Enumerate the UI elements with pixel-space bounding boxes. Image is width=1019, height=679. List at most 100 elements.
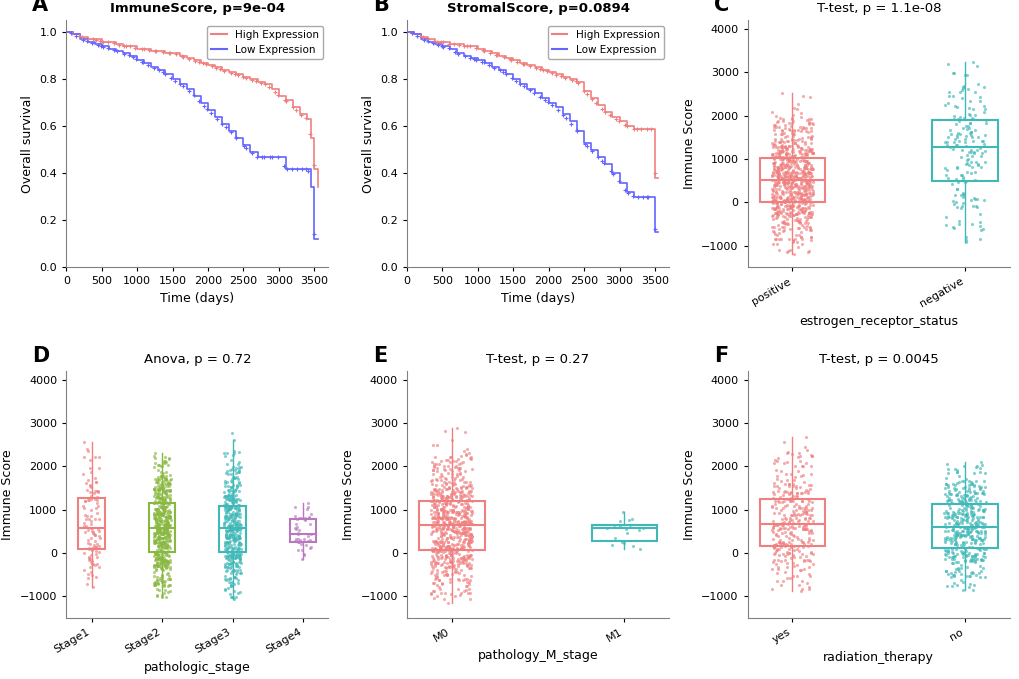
Point (763, 175, 780, 186)
Point (445, 504, 462, 515)
Point (451, 589, 468, 600)
Point (957, 502, 973, 513)
Point (798, 149, 814, 160)
Point (156, 498, 172, 509)
Point (150, 518, 166, 529)
Point (786, 126, 802, 136)
Point (154, 589, 170, 600)
Point (765, 549, 782, 559)
Point (437, 550, 453, 561)
Point (220, 503, 236, 514)
Point (423, 488, 439, 499)
Point (940, 463, 956, 474)
Point (461, 487, 477, 498)
Point (784, 193, 800, 204)
Point (785, 129, 801, 140)
Point (155, 547, 171, 558)
Point (802, 170, 818, 181)
Point (783, 155, 799, 166)
Point (786, 471, 802, 482)
Point (162, 474, 178, 485)
Point (976, 572, 993, 583)
Point (446, 519, 463, 530)
Point (802, 234, 818, 245)
Point (158, 530, 174, 541)
Point (459, 561, 475, 572)
Point (300, 502, 316, 513)
Point (792, 194, 808, 205)
Point (461, 583, 477, 594)
Point (454, 557, 471, 568)
Point (790, 503, 806, 514)
Point (792, 471, 808, 481)
Point (452, 587, 469, 598)
Point (293, 545, 310, 555)
Point (795, 162, 811, 172)
Point (779, 177, 795, 188)
Point (156, 559, 172, 570)
Point (161, 529, 177, 540)
Point (936, 479, 953, 490)
Point (791, 509, 807, 520)
Point (149, 509, 165, 519)
Point (769, 210, 786, 221)
Point (289, 533, 306, 544)
Point (158, 521, 174, 532)
Point (425, 546, 441, 557)
Point (231, 528, 248, 538)
Point (772, 555, 789, 566)
Point (789, 172, 805, 183)
Point (427, 538, 443, 549)
Point (799, 505, 815, 516)
Point (948, 131, 964, 142)
X-axis label: pathology_M_stage: pathology_M_stage (477, 649, 598, 663)
Point (938, 545, 955, 556)
Point (218, 493, 234, 504)
Point (444, 534, 461, 545)
Point (780, 165, 796, 176)
Point (154, 502, 170, 513)
Point (146, 491, 162, 502)
Point (438, 511, 454, 522)
Point (765, 120, 782, 131)
Point (429, 551, 445, 562)
Point (219, 573, 235, 584)
Point (439, 492, 455, 502)
Point (763, 138, 780, 149)
Point (769, 525, 786, 536)
Point (965, 550, 981, 561)
Point (802, 222, 818, 233)
Point (795, 166, 811, 177)
Point (767, 203, 784, 214)
Point (230, 501, 247, 512)
Point (423, 495, 439, 506)
Point (226, 494, 243, 505)
Point (784, 535, 800, 546)
Point (231, 551, 248, 562)
Point (951, 531, 967, 542)
Point (952, 546, 968, 557)
Point (223, 551, 239, 562)
Point (159, 527, 175, 538)
Point (228, 547, 245, 557)
Point (158, 533, 174, 544)
Point (154, 498, 170, 509)
Point (769, 173, 786, 184)
Point (772, 141, 789, 152)
Point (434, 484, 450, 495)
Point (157, 523, 173, 534)
Point (763, 196, 780, 207)
Point (953, 496, 969, 507)
Point (224, 556, 240, 567)
Point (624, 513, 640, 524)
Point (436, 497, 452, 508)
Point (85, 558, 101, 569)
Point (462, 532, 478, 543)
Point (940, 512, 956, 523)
Point (457, 528, 473, 538)
Point (154, 553, 170, 564)
Point (954, 171, 970, 182)
Point (460, 536, 476, 547)
Point (218, 565, 234, 576)
Point (83, 515, 99, 526)
